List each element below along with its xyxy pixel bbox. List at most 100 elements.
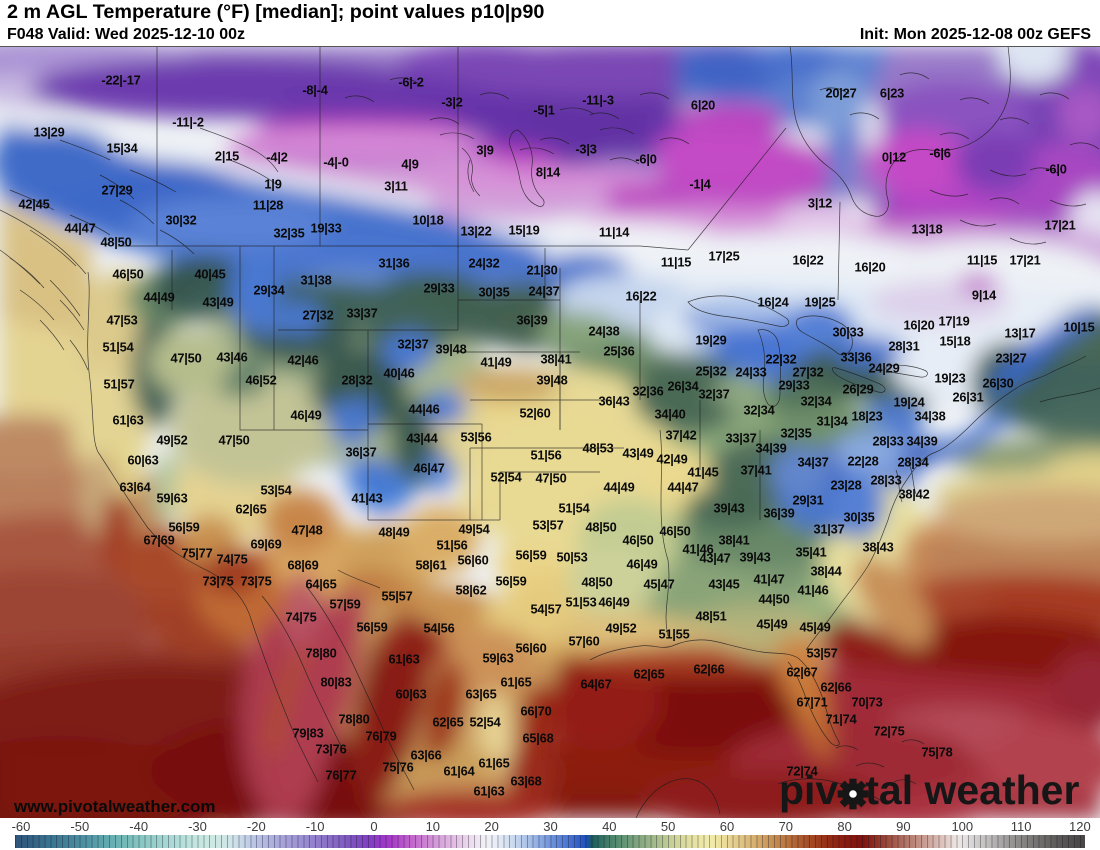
svg-text:15|34: 15|34 <box>106 141 138 156</box>
svg-text:49|52: 49|52 <box>605 621 636 636</box>
svg-text:22|32: 22|32 <box>765 352 796 367</box>
svg-text:47|53: 47|53 <box>106 313 137 328</box>
svg-text:38|41: 38|41 <box>718 533 749 548</box>
svg-text:16|20: 16|20 <box>903 318 934 333</box>
svg-text:48|50: 48|50 <box>100 235 131 250</box>
svg-text:43|49: 43|49 <box>622 446 653 461</box>
svg-text:38|41: 38|41 <box>540 352 571 367</box>
svg-text:56|60: 56|60 <box>515 641 546 656</box>
svg-text:-5|1: -5|1 <box>533 103 554 118</box>
svg-text:44|49: 44|49 <box>143 290 174 305</box>
svg-text:-4|-0: -4|-0 <box>323 155 348 170</box>
svg-text:28|31: 28|31 <box>888 339 919 354</box>
svg-text:48|49: 48|49 <box>378 525 409 540</box>
svg-text:75|76: 75|76 <box>382 760 413 775</box>
svg-text:51|55: 51|55 <box>658 627 689 642</box>
svg-text:38|42: 38|42 <box>898 487 929 502</box>
svg-text:58|61: 58|61 <box>415 558 446 573</box>
svg-text:20|27: 20|27 <box>825 86 856 101</box>
svg-text:31|37: 31|37 <box>813 522 844 537</box>
svg-text:44|46: 44|46 <box>408 402 439 417</box>
svg-text:45|47: 45|47 <box>643 577 674 592</box>
svg-text:11|14: 11|14 <box>599 225 630 240</box>
svg-text:74|75: 74|75 <box>216 552 247 567</box>
svg-text:51|54: 51|54 <box>558 501 590 516</box>
svg-text:26|34: 26|34 <box>667 379 699 394</box>
svg-text:25|32: 25|32 <box>695 364 726 379</box>
svg-text:11|15: 11|15 <box>967 253 997 268</box>
svg-text:13|17: 13|17 <box>1004 326 1035 341</box>
svg-text:71|74: 71|74 <box>825 712 857 727</box>
svg-text:56|59: 56|59 <box>356 620 387 635</box>
svg-text:52|60: 52|60 <box>519 406 550 421</box>
svg-text:30|35: 30|35 <box>478 285 509 300</box>
svg-text:41|43: 41|43 <box>351 491 382 506</box>
svg-text:43|46: 43|46 <box>216 350 247 365</box>
svg-text:47|50: 47|50 <box>218 433 249 448</box>
svg-text:32|35: 32|35 <box>780 426 811 441</box>
svg-text:39|48: 39|48 <box>435 342 466 357</box>
svg-text:41|45: 41|45 <box>687 465 718 480</box>
svg-text:46|50: 46|50 <box>112 267 143 282</box>
svg-text:22|28: 22|28 <box>847 454 878 469</box>
svg-text:79|83: 79|83 <box>292 726 323 741</box>
svg-text:67|71: 67|71 <box>796 695 827 710</box>
svg-text:44|47: 44|47 <box>667 480 698 495</box>
svg-text:46|49: 46|49 <box>290 408 321 423</box>
svg-text:60|63: 60|63 <box>395 687 426 702</box>
svg-text:53|57: 53|57 <box>532 518 563 533</box>
svg-text:44|47: 44|47 <box>64 221 95 236</box>
svg-text:43|45: 43|45 <box>708 577 739 592</box>
svg-text:61|65: 61|65 <box>478 756 509 771</box>
svg-text:39|43: 39|43 <box>713 501 744 516</box>
svg-text:29|33: 29|33 <box>423 281 454 296</box>
svg-text:0|12: 0|12 <box>882 150 906 165</box>
svg-text:51|53: 51|53 <box>565 595 596 610</box>
svg-text:31|34: 31|34 <box>816 414 848 429</box>
svg-text:-3|2: -3|2 <box>441 95 462 110</box>
svg-text:16|22: 16|22 <box>625 289 656 304</box>
svg-text:62|66: 62|66 <box>820 680 851 695</box>
svg-text:-1|4: -1|4 <box>689 177 711 192</box>
svg-text:76|77: 76|77 <box>325 768 356 783</box>
svg-text:11|15: 11|15 <box>661 255 691 270</box>
svg-text:61|64: 61|64 <box>443 764 475 779</box>
svg-text:80|83: 80|83 <box>320 675 351 690</box>
svg-text:36|43: 36|43 <box>598 394 629 409</box>
svg-text:24|32: 24|32 <box>468 256 499 271</box>
svg-text:19|23: 19|23 <box>934 371 965 386</box>
svg-text:57|60: 57|60 <box>568 634 599 649</box>
svg-text:26|31: 26|31 <box>952 390 983 405</box>
svg-text:24|37: 24|37 <box>528 284 559 299</box>
svg-text:53|57: 53|57 <box>806 646 837 661</box>
svg-text:28|33: 28|33 <box>870 473 901 488</box>
svg-text:19|29: 19|29 <box>695 333 726 348</box>
svg-text:13|18: 13|18 <box>911 222 942 237</box>
svg-text:56|60: 56|60 <box>457 553 488 568</box>
svg-text:34|38: 34|38 <box>914 409 945 424</box>
svg-text:73|75: 73|75 <box>240 574 271 589</box>
svg-text:17|19: 17|19 <box>938 314 969 329</box>
svg-text:30|33: 30|33 <box>832 325 863 340</box>
svg-text:48|53: 48|53 <box>582 441 613 456</box>
svg-text:61|63: 61|63 <box>473 784 504 799</box>
svg-text:15|19: 15|19 <box>508 223 539 238</box>
svg-text:32|36: 32|36 <box>632 384 663 399</box>
svg-text:19|33: 19|33 <box>310 221 341 236</box>
svg-text:42|46: 42|46 <box>287 353 318 368</box>
svg-text:45|49: 45|49 <box>799 620 830 635</box>
svg-text:41|46: 41|46 <box>797 583 828 598</box>
svg-text:59|63: 59|63 <box>156 491 187 506</box>
svg-text:54|57: 54|57 <box>530 602 561 617</box>
svg-text:34|39: 34|39 <box>906 434 937 449</box>
svg-text:41|47: 41|47 <box>753 572 784 587</box>
svg-text:24|33: 24|33 <box>735 365 766 380</box>
svg-text:35|41: 35|41 <box>795 545 826 560</box>
svg-text:16|20: 16|20 <box>854 260 885 275</box>
svg-text:63|68: 63|68 <box>510 774 541 789</box>
svg-text:42|49: 42|49 <box>656 452 687 467</box>
svg-text:6|20: 6|20 <box>691 98 715 113</box>
svg-text:32|34: 32|34 <box>743 403 775 418</box>
svg-text:41|46: 41|46 <box>682 542 713 557</box>
svg-text:1|9: 1|9 <box>264 177 281 192</box>
